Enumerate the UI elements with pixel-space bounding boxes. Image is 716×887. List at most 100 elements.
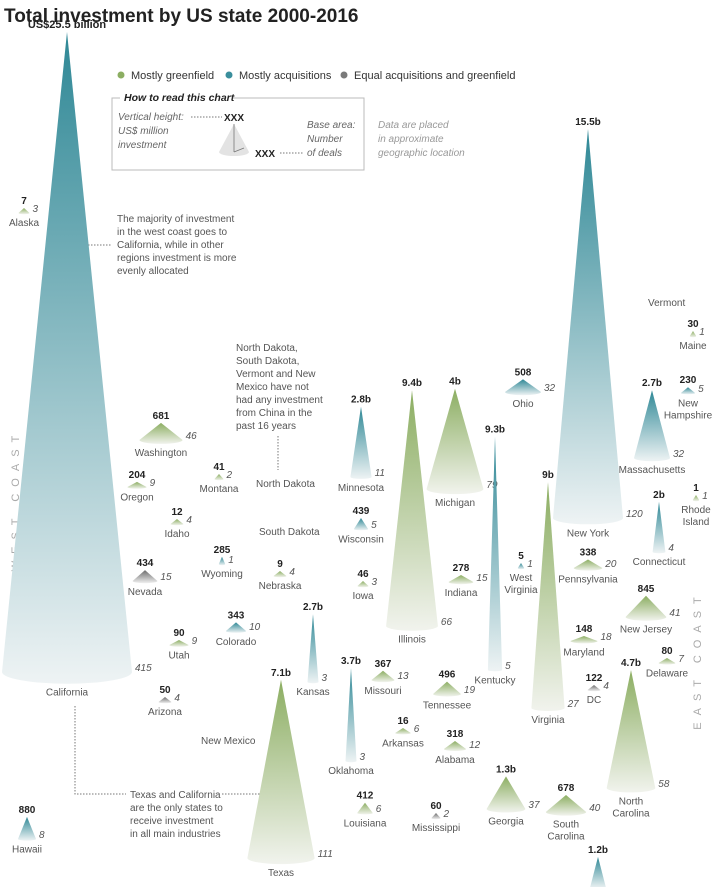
- cone-tennessee: [433, 681, 461, 697]
- state-label-tennessee: Tennessee: [423, 701, 472, 712]
- deals-label-texas: 111: [318, 849, 333, 860]
- state-label-utah: Utah: [168, 651, 189, 662]
- state-label-new-york: New York: [567, 528, 610, 539]
- value-label-louisiana: 412: [357, 791, 374, 802]
- legend-swatch-acquisitions: [225, 71, 233, 79]
- deals-label-colorado: 10: [249, 622, 261, 633]
- value-label-wisconsin: 439: [353, 506, 370, 517]
- deals-label-california: 415: [135, 663, 152, 674]
- value-label-north-carolina: 4.7b: [621, 658, 641, 669]
- value-label-minnesota: 2.8b: [351, 395, 371, 406]
- state-label-connecticut: Connecticut: [633, 557, 686, 568]
- vertical-label-3: investment: [118, 140, 168, 151]
- state-label-north-dakota: North Dakota: [256, 479, 315, 490]
- value-label-utah: 90: [173, 628, 185, 639]
- value-label-new-york: 15.5b: [575, 117, 601, 128]
- tx-ca-line-4: in all main industries: [130, 829, 221, 840]
- state-label-rhode-island-2: Island: [683, 517, 710, 528]
- value-label-wyoming: 285: [214, 545, 231, 556]
- placement-note-1: Data are placed: [378, 120, 449, 131]
- state-label-north-carolina-1: North: [619, 796, 643, 807]
- value-label-massachusetts: 2.7b: [642, 378, 662, 389]
- legend: Mostly greenfield Mostly acquisitions Eq…: [117, 70, 515, 82]
- placement-note-3: geographic location: [378, 148, 465, 159]
- deals-label-rhode-island: 1: [702, 491, 708, 502]
- placement-note-2: in approximate: [378, 134, 444, 145]
- cone-west-virginia: [517, 563, 525, 570]
- chart-title: Total investment by US state 2000-2016: [4, 6, 358, 27]
- deals-label-alaska: 3: [33, 204, 39, 215]
- cone-maryland: [570, 636, 598, 644]
- cone-oregon: [127, 481, 147, 489]
- deals-label-alabama: 12: [469, 740, 481, 751]
- state-label-indiana: Indiana: [445, 588, 478, 599]
- tx-ca-leader-left: [74, 706, 126, 795]
- deals-label-mississippi: 2: [443, 809, 450, 820]
- state-label-arkansas: Arkansas: [382, 738, 424, 749]
- state-label-nebraska: Nebraska: [259, 581, 302, 592]
- value-label-oregon: 204: [129, 470, 146, 481]
- state-label-maryland: Maryland: [563, 647, 604, 658]
- state-label-vermont: Vermont: [648, 298, 685, 309]
- cone-rhode-island: [692, 495, 700, 502]
- cone-illinois: [386, 390, 438, 631]
- value-label-florida: 1.2b: [588, 845, 608, 856]
- legend-label-equal: Equal acquisitions and greenfield: [354, 70, 515, 82]
- tx-ca-line-2: are the only states to: [130, 803, 223, 814]
- state-label-pennsylvania: Pennsylvania: [558, 575, 618, 586]
- no-investment-annotation: North Dakota, South Dakota, Vermont and …: [236, 343, 323, 470]
- value-label-georgia: 1.3b: [496, 764, 516, 775]
- cone-colorado: [225, 622, 247, 633]
- cone-arizona: [158, 697, 172, 704]
- cone-nebraska: [273, 571, 287, 578]
- state-marks: US$25.5 billion415California73Alaska8808…: [2, 19, 713, 887]
- deals-label-missouri: 13: [398, 671, 410, 682]
- value-label-hawaii: 880: [19, 805, 36, 816]
- state-label-texas: Texas: [268, 868, 294, 879]
- state-label-wyoming: Wyoming: [201, 569, 243, 580]
- deals-label-wyoming: 1: [228, 555, 234, 566]
- cone-dc: [587, 685, 601, 692]
- deals-label-connecticut: 4: [668, 543, 674, 554]
- west-annotation-line-5: evenly allocated: [117, 266, 189, 277]
- state-label-hawaii: Hawaii: [12, 845, 42, 856]
- state-label-new-hampshire-1: New: [678, 398, 699, 409]
- cone-florida: [590, 856, 606, 887]
- deals-label-tennessee: 19: [464, 685, 476, 696]
- cone-alabama: [443, 741, 467, 751]
- cone-ohio: [505, 379, 541, 396]
- no-investment-line-2: South Dakota,: [236, 356, 299, 367]
- deals-label-idaho: 4: [186, 515, 192, 526]
- state-label-alabama: Alabama: [435, 755, 475, 766]
- cone-mississippi: [431, 813, 441, 820]
- deals-label-washington: 46: [186, 431, 198, 442]
- cone-iowa: [357, 581, 369, 588]
- state-label-kentucky: Kentucky: [474, 675, 515, 686]
- value-label-delaware: 80: [661, 646, 673, 657]
- no-investment-line-4: Mexico have not: [236, 382, 309, 393]
- no-investment-line-1: North Dakota,: [236, 343, 298, 354]
- value-label-michigan: 4b: [449, 377, 461, 388]
- state-label-new-mexico: New Mexico: [201, 736, 256, 747]
- tx-ca-annotation: Texas and California are the only states…: [74, 706, 270, 840]
- cone-arkansas: [395, 728, 411, 735]
- cone-georgia: [486, 776, 526, 813]
- value-label-ohio: 508: [515, 367, 532, 378]
- no-investment-line-6: from China in the: [236, 408, 313, 419]
- no-investment-line-5: had any investment: [236, 395, 323, 406]
- state-label-mississippi: Mississippi: [412, 823, 460, 834]
- west-annotation-line-1: The majority of investment: [117, 214, 234, 225]
- value-label-oklahoma: 3.7b: [341, 656, 361, 667]
- value-label-virginia: 9b: [542, 470, 554, 481]
- cone-california: [2, 32, 132, 684]
- sample-cone-radius: [233, 147, 245, 153]
- value-label-texas: 7.1b: [271, 668, 291, 679]
- deals-label-utah: 9: [192, 636, 198, 647]
- value-label-kansas: 2.7b: [303, 602, 323, 613]
- cone-pennsylvania: [573, 559, 603, 571]
- state-label-maine: Maine: [679, 341, 707, 352]
- cone-missouri: [371, 670, 395, 683]
- cone-kansas: [307, 614, 319, 684]
- legend-swatch-equal: [340, 71, 348, 79]
